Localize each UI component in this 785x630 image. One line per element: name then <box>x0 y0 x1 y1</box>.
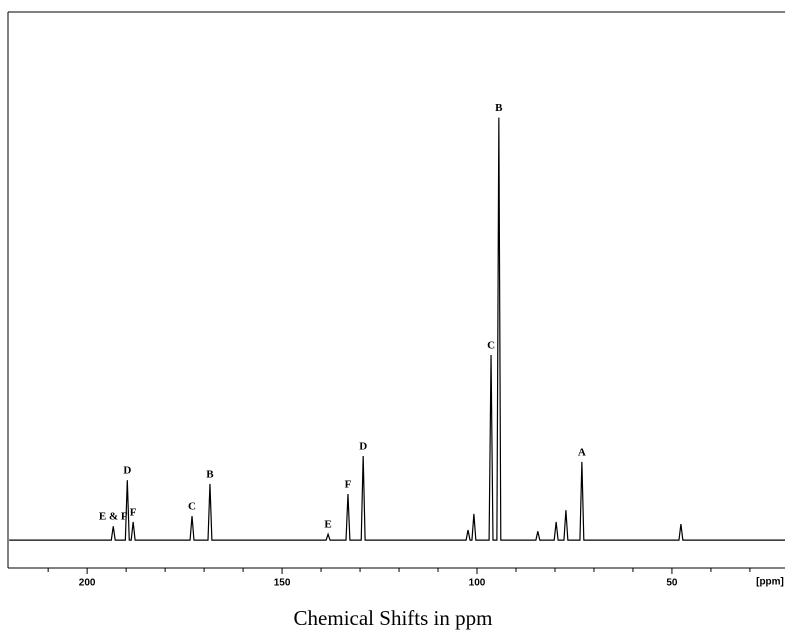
chart-title: Chemical Shifts in ppm <box>294 606 493 630</box>
peak-label: C <box>487 340 495 352</box>
peak-label: D <box>123 465 131 477</box>
x-tick-label: 200 <box>79 578 96 589</box>
peak-label: E & F <box>99 511 128 523</box>
peak-label: A <box>578 446 586 458</box>
spectrum-line <box>9 117 785 541</box>
x-unit-label: [ppm] <box>756 577 784 588</box>
x-tick-label: 150 <box>274 578 291 589</box>
peak-label: B <box>206 468 214 480</box>
peak-label: C <box>188 501 196 513</box>
peak-label: E <box>324 519 331 531</box>
peak-label: D <box>359 441 367 453</box>
x-tick-label: 100 <box>469 578 486 589</box>
peak-label: F <box>130 506 137 518</box>
x-tick-label: 50 <box>666 578 678 589</box>
peak-label: F <box>345 479 352 491</box>
peak-label: B <box>495 102 503 114</box>
